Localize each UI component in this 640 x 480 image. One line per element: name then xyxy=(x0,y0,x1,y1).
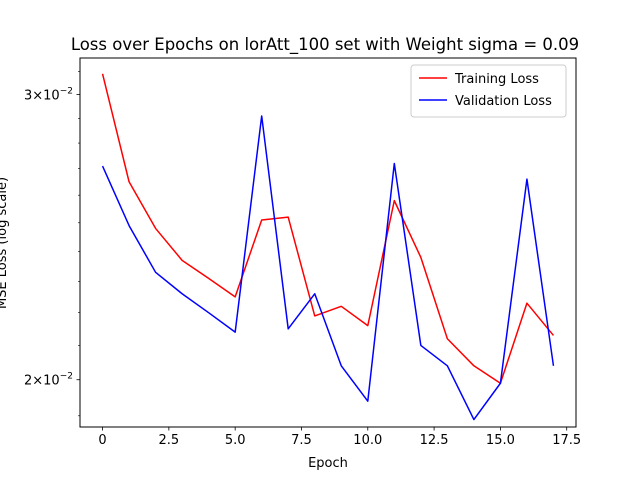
x-tick-label: 7.5 xyxy=(291,433,312,448)
series-line-1 xyxy=(101,115,555,421)
x-tick-label: 12.5 xyxy=(420,433,449,448)
x-axis-label: Epoch xyxy=(308,456,348,471)
y-tick-label: 3×10−2 xyxy=(24,87,73,104)
legend-label: Validation Loss xyxy=(455,94,552,109)
x-tick-label: 15.0 xyxy=(486,433,515,448)
legend-box xyxy=(410,64,567,118)
x-tick-label: 0 xyxy=(98,433,106,448)
series-layer xyxy=(101,73,555,421)
y-axis-label: MSE Loss (log scale) xyxy=(0,177,10,309)
plot-area xyxy=(80,58,576,427)
legend-label: Training Loss xyxy=(454,72,539,87)
y-ticks: 2×10−2 3×10−2 xyxy=(24,71,80,417)
x-ticks: 0 2.5 5.0 7.5 10.0 12.5 15.0 17.5 xyxy=(98,427,581,448)
chart-title: Loss over Epochs on lorAtt_100 set with … xyxy=(71,35,579,55)
x-tick-label: 2.5 xyxy=(159,433,180,448)
y-tick-label: 2×10−2 xyxy=(24,372,73,389)
plot-frame xyxy=(79,57,577,428)
x-tick-label: 17.5 xyxy=(552,433,581,448)
x-tick-label: 10.0 xyxy=(353,433,382,448)
x-tick-label: 5.0 xyxy=(225,433,246,448)
series-line-0 xyxy=(101,73,555,384)
legend: Training Loss Validation Loss xyxy=(410,64,567,118)
